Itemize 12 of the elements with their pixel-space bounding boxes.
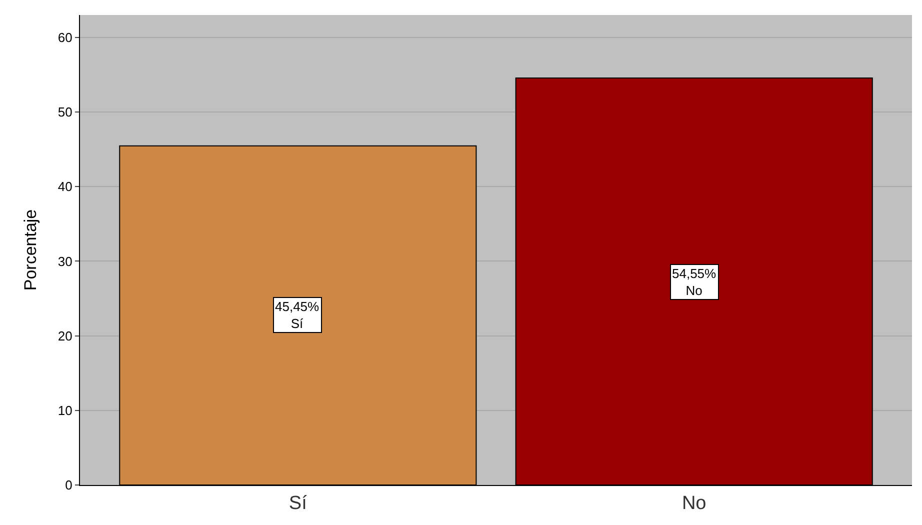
y-tick-label: 30 [58, 254, 72, 269]
y-tick-label: 50 [58, 104, 72, 120]
data-label: 54,55% No [672, 266, 717, 298]
x-tick-label: Sí [288, 492, 308, 514]
y-tick-label: 0 [65, 478, 72, 493]
y-axis-title: Porcentaje [21, 209, 40, 291]
y-tick-label: 60 [58, 30, 72, 45]
x-tick-label: No [682, 492, 706, 514]
data-label: 45,45% Sí [275, 299, 320, 331]
y-tick-label: 40 [58, 179, 72, 194]
y-tick-label: 10 [58, 402, 72, 418]
y-tick-label: 20 [58, 328, 72, 344]
